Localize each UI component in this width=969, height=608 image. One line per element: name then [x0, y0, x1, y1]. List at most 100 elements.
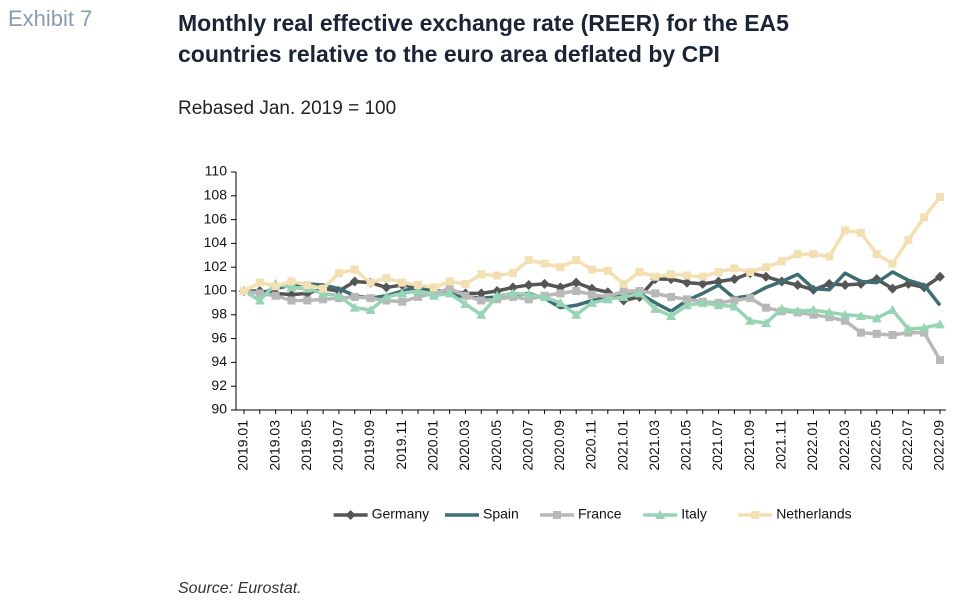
point [397, 288, 408, 298]
legend-marker [345, 510, 356, 520]
point [713, 300, 724, 310]
point [414, 292, 422, 301]
point [556, 263, 565, 272]
point [762, 263, 770, 272]
point [524, 256, 533, 265]
point [635, 267, 644, 276]
point [809, 310, 818, 319]
point [556, 289, 565, 298]
x-tick-label: 2022.03 [836, 420, 852, 471]
point [761, 271, 771, 282]
point [904, 235, 913, 244]
point [777, 257, 786, 266]
legend-item: France [540, 506, 622, 522]
point [887, 305, 898, 315]
point [667, 270, 676, 279]
point [303, 281, 312, 290]
point [507, 282, 518, 293]
point [920, 213, 929, 222]
point [651, 272, 660, 281]
point [333, 290, 344, 300]
point [792, 306, 803, 316]
point [840, 309, 851, 319]
x-tick-label: 2019.05 [298, 420, 314, 471]
point [507, 288, 518, 298]
chart-title: Monthly real effective exchange rate (RE… [178, 8, 789, 70]
point [428, 290, 439, 300]
point [888, 259, 897, 268]
y-tick-label: 104 [204, 234, 228, 250]
legend-item: Netherlands [738, 506, 852, 522]
y-tick-label: 98 [211, 306, 227, 322]
point [667, 292, 676, 301]
point [650, 303, 661, 313]
point [366, 278, 375, 287]
legend-marker [553, 511, 561, 519]
point [888, 331, 897, 340]
x-tick-label: 2022.09 [931, 420, 947, 471]
point [825, 252, 834, 261]
point [444, 288, 455, 298]
source-note: Source: Eurostat. [178, 580, 302, 597]
point [619, 287, 628, 295]
y-tick-label: 94 [211, 353, 227, 369]
point [366, 294, 375, 303]
x-tick-label: 2021.05 [678, 420, 694, 471]
point [729, 301, 740, 311]
point [429, 283, 438, 292]
point [936, 192, 944, 201]
x-tick-label: 2021.07 [709, 420, 725, 471]
y-tick-label: 102 [204, 258, 228, 274]
x-tick-label: 2020.03 [456, 420, 472, 471]
point [477, 296, 486, 305]
point [697, 297, 708, 307]
x-tick-label: 2020.09 [551, 420, 567, 471]
point [840, 280, 851, 291]
point [681, 300, 692, 310]
point [697, 278, 708, 289]
point [809, 250, 818, 259]
point [603, 266, 612, 275]
point [539, 278, 550, 289]
x-tick-label: 2022.07 [899, 420, 915, 471]
point [271, 282, 280, 291]
x-tick-label: 2020.07 [519, 420, 535, 471]
point [730, 296, 739, 305]
legend-label: Netherlands [776, 506, 852, 522]
x-tick-label: 2019.07 [330, 420, 346, 471]
point [841, 316, 850, 325]
point [477, 270, 486, 279]
point [319, 284, 328, 293]
legend-marker [751, 511, 760, 519]
series-line [243, 195, 942, 293]
point [460, 299, 471, 309]
point [903, 324, 914, 334]
x-tick-label: 2019.03 [266, 420, 282, 471]
point [255, 278, 264, 287]
point [398, 278, 407, 287]
point [493, 271, 502, 280]
series [240, 192, 944, 295]
point [619, 279, 628, 288]
point [681, 277, 692, 288]
point [634, 288, 645, 298]
point [588, 290, 596, 299]
y-tick-label: 110 [205, 163, 228, 179]
point [856, 328, 865, 337]
point [286, 282, 297, 292]
x-tick-label: 2019.09 [361, 420, 377, 471]
point [587, 297, 597, 307]
point [271, 291, 280, 300]
point [414, 281, 422, 290]
point [318, 288, 329, 298]
point [381, 282, 392, 293]
point [287, 277, 296, 286]
point [920, 328, 929, 337]
x-tick-label: 2022.05 [867, 420, 883, 471]
y-tick-label: 92 [211, 377, 227, 393]
point [729, 274, 740, 285]
point [793, 250, 802, 259]
point [651, 289, 660, 298]
